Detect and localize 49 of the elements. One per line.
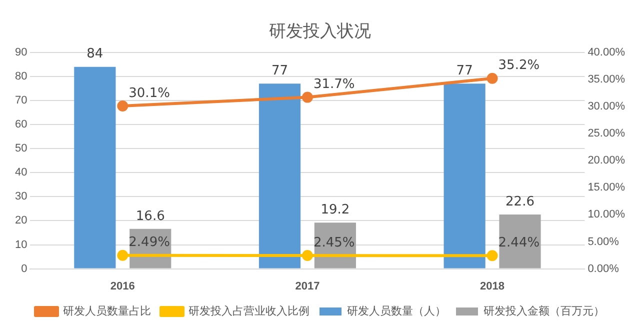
bar (258, 84, 301, 268)
point (117, 100, 128, 112)
data-label: 19.2 (320, 202, 350, 218)
bar (444, 84, 486, 268)
point (486, 250, 498, 262)
y-tick-label: 10 (14, 238, 28, 251)
data-label: 35.2% (498, 58, 540, 74)
data-label: 16.6 (136, 208, 165, 224)
legend-label: 研发投入金额（百万元） (484, 304, 604, 318)
y-tick-label: 0 (21, 262, 28, 275)
bar (499, 214, 541, 268)
data-label: 30.1% (128, 86, 170, 101)
x-tick-label: 2018 (480, 280, 505, 292)
x-tick-label: 2017 (295, 280, 320, 292)
y2-tick-label: 5.00% (588, 236, 620, 248)
y-tick-label: 90 (14, 46, 28, 58)
y2-tick-label: 0.00% (588, 262, 620, 275)
data-label: 2.44% (498, 235, 540, 250)
y2-tick-label: 20.00% (588, 154, 626, 167)
y2-tick-label: 40.00% (588, 46, 626, 58)
y2-tick-label: 15.00% (588, 182, 626, 194)
chart-title: 研发投入状况 (269, 22, 371, 42)
data-label: 22.6 (506, 194, 534, 210)
data-label: 84 (86, 46, 104, 62)
legend-label: 研发人员数量占比 (63, 304, 151, 318)
y2-tick-label: 25.00% (588, 128, 626, 140)
data-label: 77 (271, 64, 288, 79)
data-label: 77 (456, 64, 473, 79)
y2-tick-label: 10.00% (588, 208, 626, 221)
y-tick-label: 70 (14, 94, 28, 107)
y-tick-label: 20 (14, 214, 28, 227)
data-label: 31.7% (313, 77, 355, 92)
point (486, 72, 498, 84)
data-label: 2.49% (128, 235, 170, 250)
point (302, 92, 313, 103)
bar (74, 66, 116, 268)
point (117, 250, 128, 261)
y-tick-label: 30 (14, 190, 28, 203)
y-tick-label: 80 (14, 70, 28, 82)
y-tick-label: 50 (14, 142, 28, 155)
x-tick-label: 2016 (110, 280, 135, 292)
y2-tick-label: 30.00% (588, 100, 626, 113)
y-tick-label: 40 (14, 166, 28, 179)
y-tick-label: 60 (14, 118, 28, 131)
legend-label: 研发投入占营业收入比例 (188, 304, 310, 318)
data-label: 2.45% (313, 235, 355, 250)
legend-label: 研发人员数量（人） (347, 306, 446, 318)
point (302, 250, 313, 262)
y2-tick-label: 35.00% (588, 73, 626, 86)
